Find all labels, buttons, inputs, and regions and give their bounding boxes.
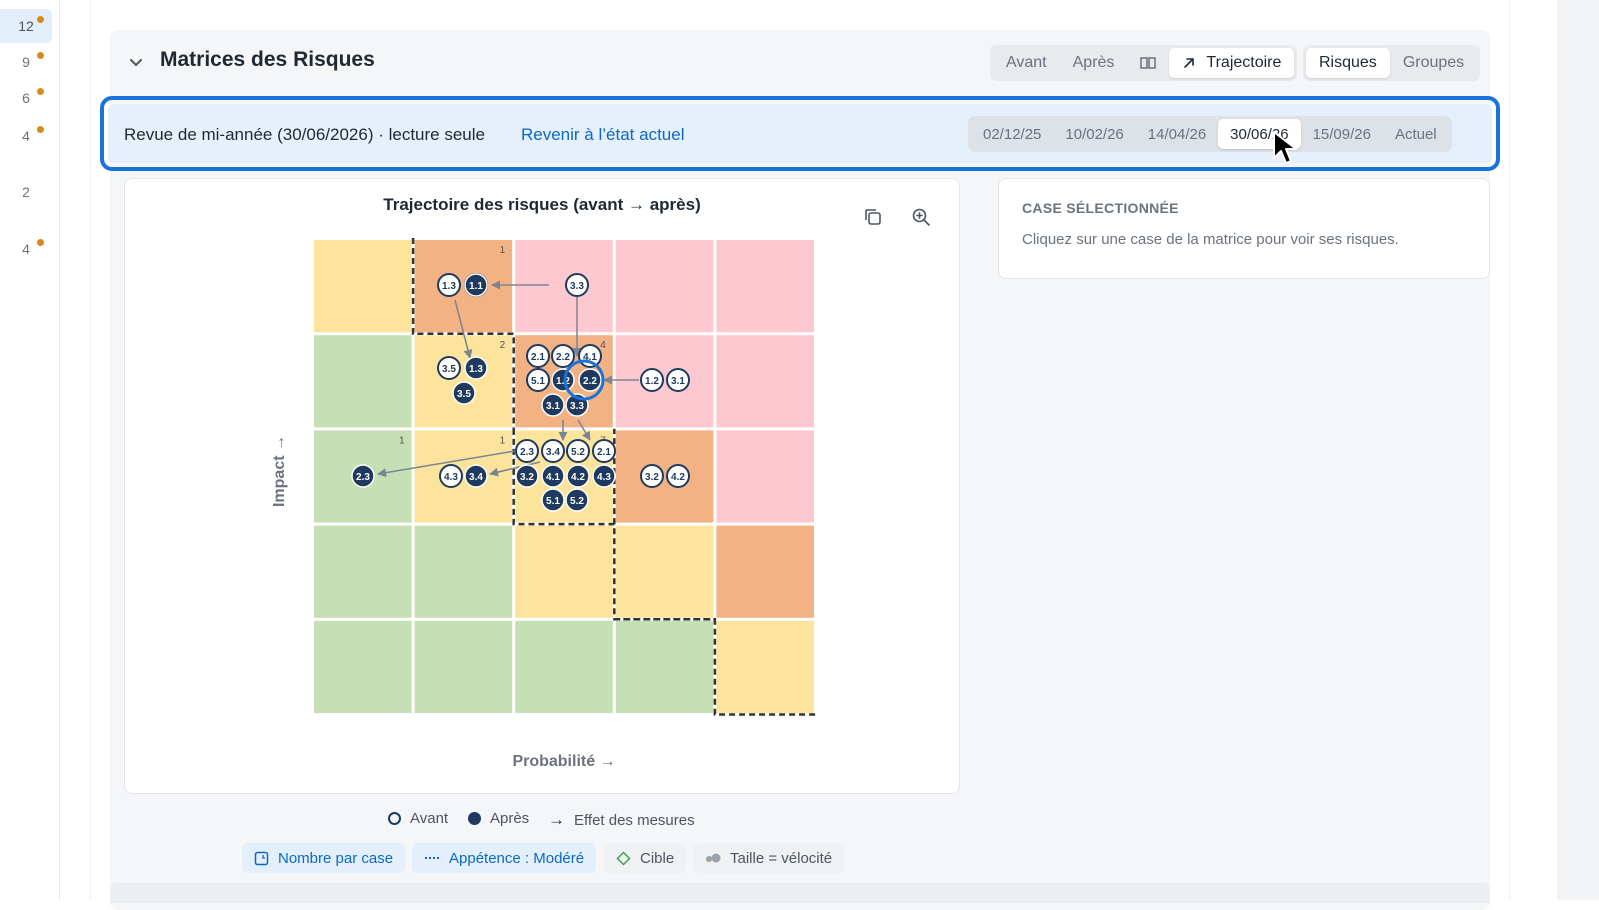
section-title: Matrices des Risques: [160, 48, 375, 71]
tab-trajectoire[interactable]: Trajectoire: [1169, 48, 1295, 78]
selected-cell-card: [998, 178, 1490, 279]
chip-velocity-size[interactable]: Taille = vélocité: [693, 843, 845, 873]
dotted-line-icon: [424, 853, 440, 863]
mouse-cursor-icon: [1273, 131, 1297, 164]
alert-dot-icon: [37, 88, 44, 95]
rail-item-4[interactable]: 4: [0, 119, 52, 153]
rail-item-1[interactable]: 12: [0, 9, 52, 43]
left-rail: 12 9 6 4 2 4: [0, 0, 60, 900]
size-dots-icon: [705, 852, 721, 864]
tab-groupes[interactable]: Groupes: [1402, 54, 1465, 71]
chip-label: Cible: [640, 849, 675, 867]
content-frame: [90, 0, 1510, 900]
filled-dot-icon: [468, 812, 481, 825]
arrow-right-icon: →: [548, 810, 565, 829]
arrow-up-right-icon: [1184, 58, 1195, 68]
chip-target[interactable]: Cible: [604, 843, 687, 873]
view-mode-tabs: Avant Après Trajectoire: [990, 45, 1298, 81]
rail-item-2[interactable]: 9: [0, 45, 52, 79]
rail-count: 2: [22, 184, 30, 200]
copy-icon[interactable]: [861, 205, 885, 229]
legend-before: Avant: [388, 810, 448, 827]
legend-label: Après: [490, 810, 530, 827]
legend-arrow: → Effet des mesures: [548, 810, 695, 830]
split-view-icon: [1140, 57, 1157, 69]
rail-count: 4: [22, 241, 30, 257]
rail-item-5[interactable]: 2: [0, 175, 52, 209]
legend-label: Avant: [410, 810, 449, 827]
back-to-current-link[interactable]: Revenir à l’état actuel: [521, 125, 685, 144]
alert-dot-icon: [37, 239, 44, 246]
date-tab[interactable]: 02/12/25: [983, 125, 1042, 143]
ring-icon: [388, 812, 401, 825]
chip-appetite[interactable]: Appétence : Modéré: [412, 843, 597, 873]
chevron-down-icon[interactable]: [127, 53, 145, 71]
tab-apres[interactable]: Après: [1072, 54, 1115, 71]
rail-count: 12: [18, 18, 34, 34]
chart-title: Trajectoire des risques (avant → après): [383, 195, 701, 214]
snapshot-label: Revue de mi-année (30/06/2026) · lecture…: [124, 125, 485, 144]
zoom-in-icon[interactable]: [909, 205, 933, 229]
chip-label: Taille = vélocité: [730, 849, 833, 867]
date-tab[interactable]: 15/09/26: [1312, 125, 1371, 143]
date-tab[interactable]: 10/02/26: [1065, 125, 1124, 143]
rail-count: 4: [22, 128, 30, 144]
alert-dot-icon: [37, 52, 44, 59]
date-tab[interactable]: 14/04/26: [1147, 125, 1207, 143]
tab-split-view[interactable]: [1127, 48, 1169, 78]
chart-card: [124, 178, 960, 794]
right-gutter: [1557, 0, 1599, 900]
legend-after: Après: [468, 810, 529, 827]
tab-risques[interactable]: Risques: [1306, 48, 1390, 78]
chip-count-per-cell[interactable]: Nombre par case: [242, 843, 406, 873]
date-tab-current[interactable]: Actuel: [1394, 125, 1437, 143]
chip-label: Appétence : Modéré: [449, 849, 585, 867]
next-section-header: [110, 883, 1490, 903]
tab-avant[interactable]: Avant: [1006, 54, 1047, 71]
selected-cell-title: CASE SÉLECTIONNÉE: [1022, 200, 1179, 216]
legend-label: Effet des mesures: [574, 811, 695, 829]
selected-cell-hint: Cliquez sur une case de la matrice pour …: [1022, 231, 1399, 248]
rail-item-3[interactable]: 6: [0, 81, 52, 115]
rail-item-6[interactable]: 4: [0, 232, 52, 266]
alert-dot-icon: [37, 126, 44, 133]
alert-dot-icon: [37, 16, 44, 23]
tab-label: Trajectoire: [1206, 54, 1282, 71]
rail-count: 6: [22, 90, 30, 106]
y-axis-label: Impact →: [271, 435, 288, 508]
entity-mode-tabs: Risques Groupes: [1303, 45, 1481, 81]
focus-highlight: [100, 96, 1500, 171]
x-axis-label: Probabilité →: [512, 753, 616, 770]
chip-label: Nombre par case: [278, 849, 394, 867]
diamond-icon: [616, 850, 631, 866]
rail-count: 9: [22, 54, 30, 70]
count-box-icon: [254, 851, 269, 866]
snapshot-date-tabs: 02/12/25 10/02/26 14/04/26 30/06/26 15/0…: [968, 116, 1452, 152]
